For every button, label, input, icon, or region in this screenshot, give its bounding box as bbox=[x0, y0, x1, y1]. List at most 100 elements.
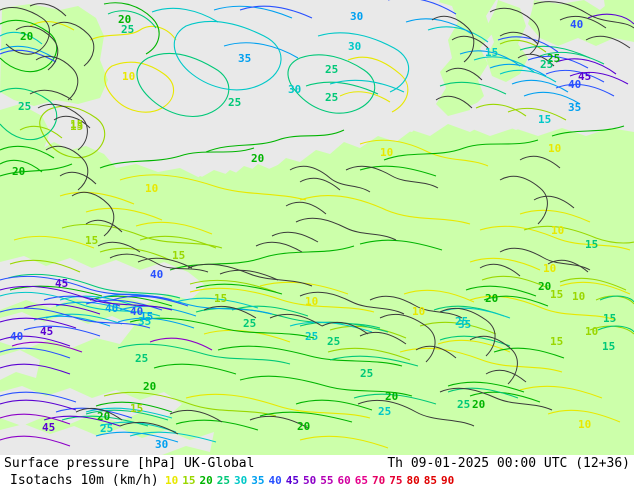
scale-value-60: 60 bbox=[337, 474, 351, 487]
contour-label: 10 bbox=[585, 325, 599, 338]
contour-label: 40 bbox=[150, 268, 164, 281]
contour-label: 15 bbox=[550, 288, 564, 301]
contour-label: 20 bbox=[385, 390, 399, 403]
contour-label: 40 bbox=[130, 305, 144, 318]
contour-label: 20 bbox=[143, 380, 157, 393]
map-canvas[interactable]: 20 25 20 15 10 15 20 25 30 35 30 30 25 25 25 20 10 15 25 25… bbox=[0, 0, 634, 455]
contour-label: 20 bbox=[472, 398, 486, 411]
contour-label: 15 bbox=[550, 335, 564, 348]
contour-label: 15 bbox=[70, 120, 84, 133]
continent-landmass bbox=[0, 0, 634, 455]
contour-label: 25 bbox=[455, 315, 469, 328]
contour-label: 35 bbox=[568, 101, 582, 114]
scale-value-85: 85 bbox=[423, 474, 437, 487]
map-svg bbox=[0, 0, 634, 455]
contour-label: 15 bbox=[538, 113, 552, 126]
contour-label: 10 bbox=[145, 182, 159, 195]
contour-label: 30 bbox=[288, 83, 302, 96]
isotach-30 bbox=[0, 7, 557, 443]
contour-label: 30 bbox=[348, 40, 362, 53]
contour-label: 25 bbox=[228, 96, 242, 109]
contour-label: 10 bbox=[578, 418, 592, 431]
scale-value-90: 90 bbox=[441, 474, 455, 487]
scale-value-15: 15 bbox=[182, 474, 196, 487]
contour-label: 30 bbox=[155, 438, 169, 451]
scale-value-80: 80 bbox=[406, 474, 420, 487]
scale-value-40: 40 bbox=[268, 474, 282, 487]
coastlines bbox=[0, 1, 634, 435]
scale-value-65: 65 bbox=[354, 474, 368, 487]
contour-label: 25 bbox=[305, 330, 319, 343]
contour-label: 25 bbox=[327, 335, 341, 348]
footer-row-title: Surface pressure [hPa] UK-Global Th 09-0… bbox=[0, 455, 634, 472]
scale-value-75: 75 bbox=[389, 474, 403, 487]
contour-label: 20 bbox=[297, 420, 311, 433]
contour-label: 10 bbox=[543, 262, 557, 275]
contour-label: 25 bbox=[360, 367, 374, 380]
footer-row-legend: Isotachs 10m (km/h) 10 15 20 25 30 35 40 45 50 55… bbox=[0, 472, 634, 489]
contour-label: 20 bbox=[97, 410, 111, 423]
contour-label: 15 bbox=[485, 46, 499, 59]
isotach-color-scale: 10 15 20 25 30 35 40 45 50 55 60 65 70 75 80 85 90 bbox=[165, 473, 458, 489]
contour-label: 15 bbox=[130, 402, 144, 415]
contour-label: 15 bbox=[70, 118, 84, 131]
scale-value-25: 25 bbox=[216, 474, 230, 487]
contour-label: 10 bbox=[548, 142, 562, 155]
contour-label: 15 bbox=[140, 310, 154, 323]
scale-value-45: 45 bbox=[285, 474, 299, 487]
contour-label: 35 bbox=[458, 318, 472, 331]
contour-label: 25 bbox=[547, 52, 561, 65]
isotach-50 bbox=[0, 337, 213, 447]
scale-value-55: 55 bbox=[320, 474, 334, 487]
contour-label: 40 bbox=[570, 18, 584, 31]
contour-label: 40 bbox=[568, 78, 582, 91]
contour-label: 35 bbox=[238, 52, 252, 65]
contour-label: 25 bbox=[121, 23, 135, 36]
contour-label: 10 bbox=[412, 305, 426, 318]
contour-label: 45 bbox=[42, 421, 56, 434]
contour-label: 20 bbox=[538, 280, 552, 293]
contour-label: 15 bbox=[85, 234, 99, 247]
contour-label: 30 bbox=[350, 10, 364, 23]
contour-label: 20 bbox=[485, 292, 499, 305]
isotach-20 bbox=[0, 2, 625, 431]
isotach-35 bbox=[0, 5, 581, 443]
contour-label: 45 bbox=[40, 325, 54, 338]
contour-label: 10 bbox=[551, 224, 565, 237]
contour-label: 40 bbox=[10, 330, 24, 343]
contour-label: 25 bbox=[135, 352, 149, 365]
contour-label: 25 bbox=[540, 58, 554, 71]
contour-label: 25 bbox=[243, 317, 257, 330]
scale-value-70: 70 bbox=[372, 474, 386, 487]
contour-label: 45 bbox=[55, 277, 69, 290]
contour-label: 10 bbox=[380, 146, 394, 159]
contour-label: 10 bbox=[572, 290, 586, 303]
contour-label: 25 bbox=[378, 405, 392, 418]
contour-label: 25 bbox=[325, 63, 339, 76]
contour-label: 15 bbox=[214, 292, 228, 305]
product-title: Surface pressure [hPa] UK-Global bbox=[4, 456, 255, 471]
footer: Surface pressure [hPa] UK-Global Th 09-0… bbox=[0, 455, 634, 490]
scale-value-10: 10 bbox=[165, 474, 179, 487]
contour-label: 15 bbox=[585, 238, 599, 251]
scale-value-50: 50 bbox=[303, 474, 317, 487]
contour-label: 10 bbox=[122, 70, 136, 83]
run-timestamp: Th 09-01-2025 00:00 UTC (12+36) bbox=[387, 456, 630, 471]
contour-label: 20 bbox=[118, 13, 132, 26]
contour-label: 25 bbox=[18, 100, 32, 113]
scale-value-35: 35 bbox=[251, 474, 265, 487]
contour-label: 35 bbox=[138, 315, 152, 328]
isotach-legend-label: Isotachs 10m (km/h) bbox=[10, 473, 159, 488]
contour-label: 20 bbox=[20, 30, 34, 43]
contour-label: 25 bbox=[325, 91, 339, 104]
contour-label: 45 bbox=[578, 70, 592, 83]
contour-label: 15 bbox=[602, 340, 616, 353]
contour-label: 15 bbox=[603, 312, 617, 325]
contour-label: 20 bbox=[12, 165, 26, 178]
scale-value-20: 20 bbox=[199, 474, 213, 487]
contour-label: 25 bbox=[457, 398, 471, 411]
contour-label: 25 bbox=[100, 422, 114, 435]
contour-label: 20 bbox=[251, 152, 265, 165]
contour-label: 40 bbox=[105, 302, 119, 315]
